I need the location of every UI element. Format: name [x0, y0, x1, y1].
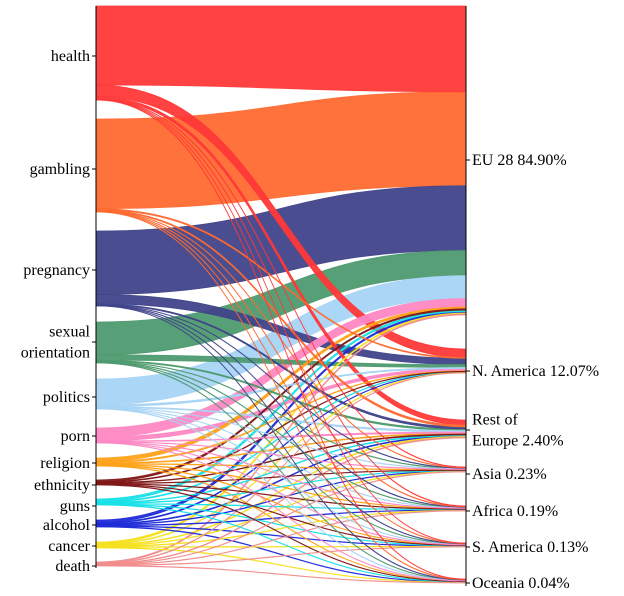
- target-label-asia: Asia 0.23%: [472, 466, 547, 483]
- target-label-oceania: Oceania 0.04%: [472, 575, 570, 592]
- source-label-sexual-orientation: sexual orientation: [21, 324, 91, 362]
- node-axes: [95, 6, 467, 586]
- source-label-pregnancy: pregnancy: [23, 262, 90, 279]
- target-label-africa: Africa 0.19%: [472, 503, 558, 520]
- source-label-politics: politics: [43, 389, 90, 406]
- source-label-porn: porn: [61, 428, 90, 445]
- source-label-guns: guns: [60, 498, 90, 515]
- target-label-eu-28: EU 28 84.90%: [472, 152, 567, 169]
- source-label-health: health: [51, 48, 90, 65]
- source-label-ethnicity: ethnicity: [34, 477, 90, 494]
- flow-links: [95, 5, 467, 584]
- target-labels: EU 28 84.90% N. America 12.07% Rest of Euro…: [466, 152, 599, 592]
- target-label-s-america: S. America 0.13%: [472, 539, 588, 556]
- source-label-religion: religion: [40, 455, 90, 472]
- source-label-alcohol: alcohol: [43, 517, 91, 534]
- source-label-cancer: cancer: [48, 538, 90, 555]
- target-label-n-america: N. America 12.07%: [472, 363, 599, 380]
- flow-health-to-eu-28: [95, 5, 467, 93]
- source-label-death: death: [55, 558, 90, 575]
- target-label-rest-of-europe: Rest of Europe 2.40%: [472, 412, 564, 450]
- source-label-gambling: gambling: [30, 161, 90, 178]
- source-labels: health gambling pregnancy sexual orientation…: [21, 48, 96, 575]
